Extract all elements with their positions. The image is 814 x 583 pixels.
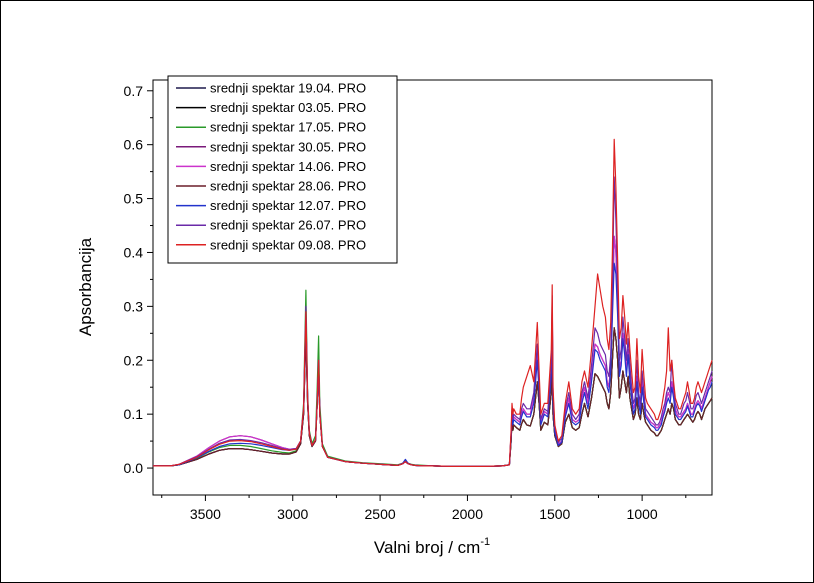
y-tick-label: 0.7 [124,83,144,99]
y-axis-ticks: 0.0 0.1 0.2 0.3 0.4 0.5 0.6 0.7 [124,83,153,476]
legend-label: srednji spektar 30.05. PRO [210,139,366,154]
x-tick-label: 1500 [539,506,570,522]
x-tick-label: 3000 [277,506,308,522]
legend-box [167,75,398,264]
legend-items: srednji spektar 19.04. PRO srednji spekta… [176,81,366,252]
y-axis-title: Apsorbancija [76,237,95,336]
y-tick-label: 0.0 [124,460,144,476]
y-tick-label: 0.1 [124,406,144,422]
x-tick-label: 2000 [452,506,483,522]
legend: srednji spektar 19.04. PRO srednji spekta… [167,75,398,264]
legend-label: srednji spektar 03.05. PRO [210,100,366,115]
y-tick-label: 0.5 [124,191,144,207]
series-layer [153,138,713,467]
legend-label: srednji spektar 09.08. PRO [210,237,366,252]
series-line-5 [153,235,713,467]
x-axis-ticks: 3500 3000 2500 2000 1500 1000 [161,495,687,522]
plot-area [152,79,713,496]
x-tick-label: 1000 [627,506,658,522]
x-axis-title-superscript: -1 [480,536,490,548]
y-tick-label: 0.6 [124,137,144,153]
legend-label: srednji spektar 12.07. PRO [210,198,366,213]
series-line-9 [153,138,713,467]
x-axis-title-main: Valni broj / cm [374,538,480,557]
legend-label: srednji spektar 28.06. PRO [210,179,366,194]
x-axis-title: Valni broj / cm-1 [374,536,490,557]
x-tick-label: 3500 [190,506,221,522]
legend-label: srednji spektar 19.04. PRO [210,81,366,96]
x-tick-label: 2500 [365,506,396,522]
legend-label: srednji spektar 26.07. PRO [210,218,366,233]
y-tick-label: 0.4 [124,244,144,260]
y-tick-label: 0.3 [124,298,144,314]
y-tick-label: 0.2 [124,352,144,368]
legend-label: srednji spektar 17.05. PRO [210,120,366,135]
legend-label: srednji spektar 14.06. PRO [210,159,366,174]
